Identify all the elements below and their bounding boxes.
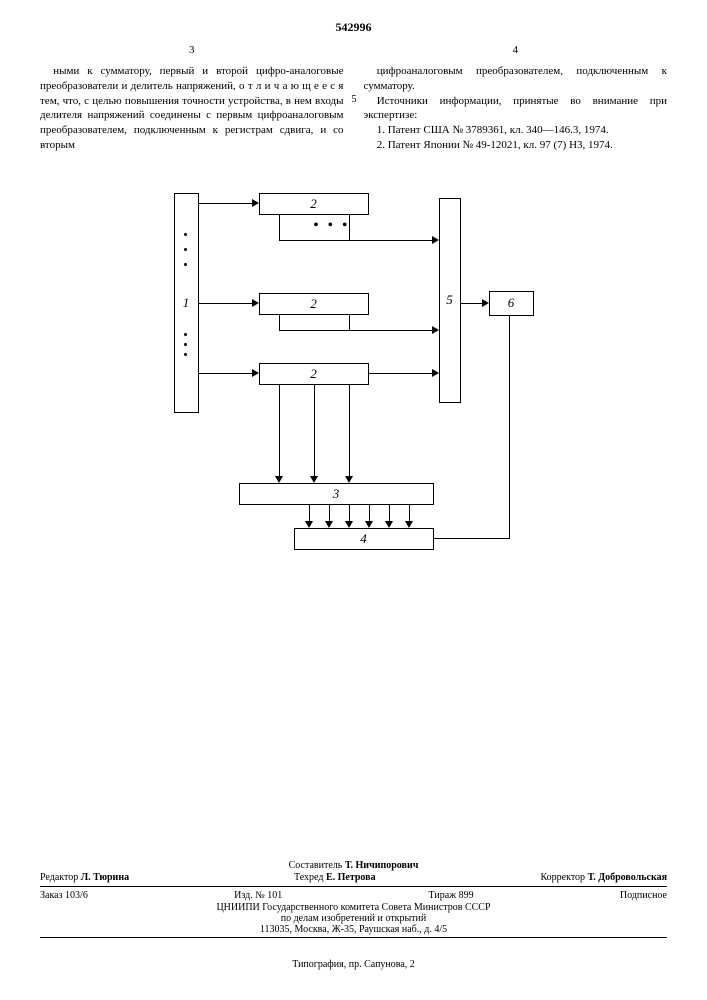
block-2a: 2: [259, 193, 369, 215]
block-4: 4: [294, 528, 434, 550]
arrow-icon: [310, 476, 318, 483]
connector: [349, 505, 351, 522]
page: 542996 3 ными к сумматору, первый и втор…: [0, 0, 707, 1000]
divider: [40, 886, 667, 887]
margin-marker: 5: [352, 93, 357, 107]
arrow-icon: [252, 199, 259, 207]
arrow-icon: [305, 521, 313, 528]
connector: [349, 215, 351, 240]
left-column: 3 ными к сумматору, первый и второй цифр…: [40, 43, 344, 153]
connector: [199, 203, 252, 205]
dot: [184, 248, 187, 251]
arrow-icon: [432, 326, 439, 334]
typography-line: Типография, пр. Сапунова, 2: [0, 959, 707, 970]
connector: [279, 330, 434, 332]
ellipsis: • • •: [314, 218, 351, 234]
block-3: 3: [239, 483, 434, 505]
divider: [40, 937, 667, 938]
right-paragraph-4: 2. Патент Японии № 49-12021, кл. 97 (7) …: [364, 138, 668, 153]
order: Заказ 103/6: [40, 890, 88, 901]
arrow-icon: [405, 521, 413, 528]
connector: [349, 385, 351, 477]
connector: [199, 373, 252, 375]
block-2c: 2: [259, 363, 369, 385]
dot: [184, 343, 187, 346]
right-paragraph-1: цифроаналоговым преобразователем, подклю…: [364, 64, 668, 94]
edition: Изд. № 101: [234, 890, 282, 901]
block-2b: 2: [259, 293, 369, 315]
dot: [184, 333, 187, 336]
arrow-icon: [432, 369, 439, 377]
right-col-number: 4: [364, 43, 668, 58]
left-col-number: 3: [40, 43, 344, 58]
arrow-icon: [252, 369, 259, 377]
arrow-icon: [365, 521, 373, 528]
editor: Редактор Л. Тюрина: [40, 872, 129, 883]
dot: [184, 263, 187, 266]
arrow-icon: [482, 299, 489, 307]
footer-block: Составитель Т. Ничипорович Редактор Л. Т…: [40, 860, 667, 940]
connector: [434, 538, 509, 540]
right-paragraph-2: Источники информации, принятые во вниман…: [364, 94, 668, 124]
address-line: 113035, Москва, Ж-35, Раушская наб., д. …: [40, 924, 667, 935]
right-paragraph-3: 1. Патент США № 3789361, кл. 340—146.3, …: [364, 123, 668, 138]
arrow-icon: [325, 521, 333, 528]
connector: [369, 505, 371, 522]
patent-number: 542996: [40, 20, 667, 35]
arrow-icon: [345, 476, 353, 483]
text-columns: 3 ными к сумматору, первый и второй цифр…: [40, 43, 667, 153]
tech: Техред Е. Петрова: [294, 872, 376, 883]
connector: [279, 315, 281, 330]
corrector: Корректор Т. Добровольская: [540, 872, 667, 883]
connector: [409, 505, 411, 522]
arrow-icon: [432, 236, 439, 244]
org-line-2: по делам изобретений и открытий: [40, 913, 667, 924]
left-paragraph: ными к сумматору, первый и второй цифро-…: [40, 64, 344, 153]
block-1: 1: [174, 193, 199, 413]
connector: [314, 385, 316, 477]
dot: [184, 233, 187, 236]
org-line-1: ЦНИИПИ Государственного комитета Совета …: [40, 902, 667, 913]
connector: [509, 316, 511, 539]
block-6: 6: [489, 291, 534, 316]
right-column: 5 4 цифроаналоговым преобразователем, по…: [364, 43, 668, 153]
arrow-icon: [385, 521, 393, 528]
connector: [349, 315, 351, 330]
arrow-icon: [252, 299, 259, 307]
block-diagram: 1 2 2 2 5 6 3 4 • • •: [139, 183, 569, 583]
arrow-icon: [345, 521, 353, 528]
connector: [279, 240, 434, 242]
connector: [279, 385, 281, 477]
connector: [279, 215, 281, 240]
connector: [309, 505, 311, 522]
connector: [199, 303, 252, 305]
subscription: Подписное: [620, 890, 667, 901]
dot: [184, 353, 187, 356]
block-5: 5: [439, 198, 461, 403]
compiler-line: Составитель Т. Ничипорович: [40, 860, 667, 871]
print-row: Заказ 103/6 Изд. № 101 Тираж 899 Подписн…: [40, 889, 667, 902]
connector: [461, 303, 483, 305]
connector: [329, 505, 331, 522]
tirazh: Тираж 899: [429, 890, 474, 901]
connector: [369, 373, 434, 375]
arrow-icon: [275, 476, 283, 483]
staff-row: Редактор Л. Тюрина Техред Е. Петрова Кор…: [40, 871, 667, 884]
connector: [389, 505, 391, 522]
